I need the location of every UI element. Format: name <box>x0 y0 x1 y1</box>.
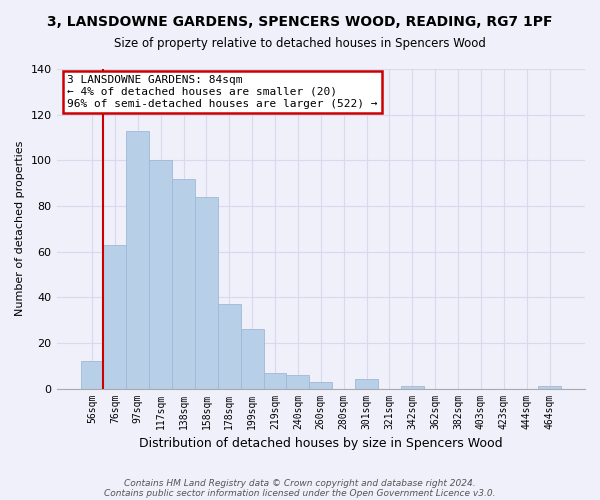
Bar <box>195 197 218 388</box>
Bar <box>80 361 103 388</box>
Bar <box>149 160 172 388</box>
Bar <box>355 380 378 388</box>
Bar <box>538 386 561 388</box>
Text: 3, LANSDOWNE GARDENS, SPENCERS WOOD, READING, RG7 1PF: 3, LANSDOWNE GARDENS, SPENCERS WOOD, REA… <box>47 15 553 29</box>
Text: Contains HM Land Registry data © Crown copyright and database right 2024.: Contains HM Land Registry data © Crown c… <box>124 478 476 488</box>
Bar <box>286 375 310 388</box>
X-axis label: Distribution of detached houses by size in Spencers Wood: Distribution of detached houses by size … <box>139 437 503 450</box>
Bar <box>127 130 149 388</box>
Bar <box>241 329 263 388</box>
Bar <box>103 245 127 388</box>
Text: 3 LANSDOWNE GARDENS: 84sqm
← 4% of detached houses are smaller (20)
96% of semi-: 3 LANSDOWNE GARDENS: 84sqm ← 4% of detac… <box>67 76 377 108</box>
Text: Contains public sector information licensed under the Open Government Licence v3: Contains public sector information licen… <box>104 488 496 498</box>
Bar <box>218 304 241 388</box>
Bar <box>401 386 424 388</box>
Y-axis label: Number of detached properties: Number of detached properties <box>15 141 25 316</box>
Bar <box>172 178 195 388</box>
Bar <box>263 372 286 388</box>
Bar <box>310 382 332 388</box>
Text: Size of property relative to detached houses in Spencers Wood: Size of property relative to detached ho… <box>114 38 486 51</box>
